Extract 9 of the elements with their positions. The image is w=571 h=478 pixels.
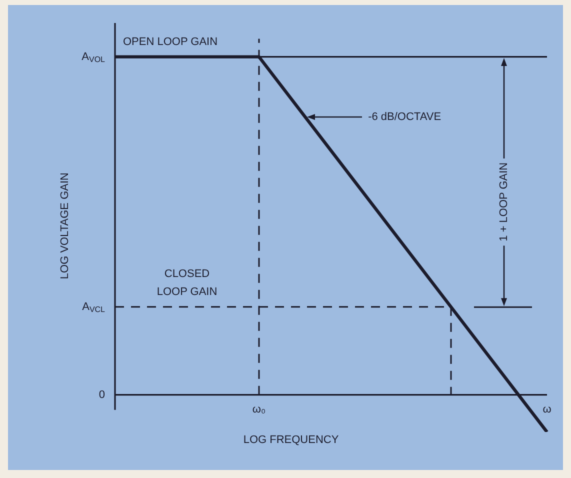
annotation: CLOSED LOOP GAIN [156,268,218,298]
x-tick-label: ω [542,403,552,416]
x-tick-label: ω₀ [252,403,266,416]
annotation: 1 + LOOP GAIN [498,162,510,242]
text: OPEN LOOP GAIN [123,36,218,48]
x-axis-title: LOG FREQUENCY [243,434,340,446]
y-axis-title: LOG VOLTAGE GAIN [59,172,72,280]
annotation: -6 dB/OCTAVE [368,110,442,123]
text: 0 [98,388,105,401]
